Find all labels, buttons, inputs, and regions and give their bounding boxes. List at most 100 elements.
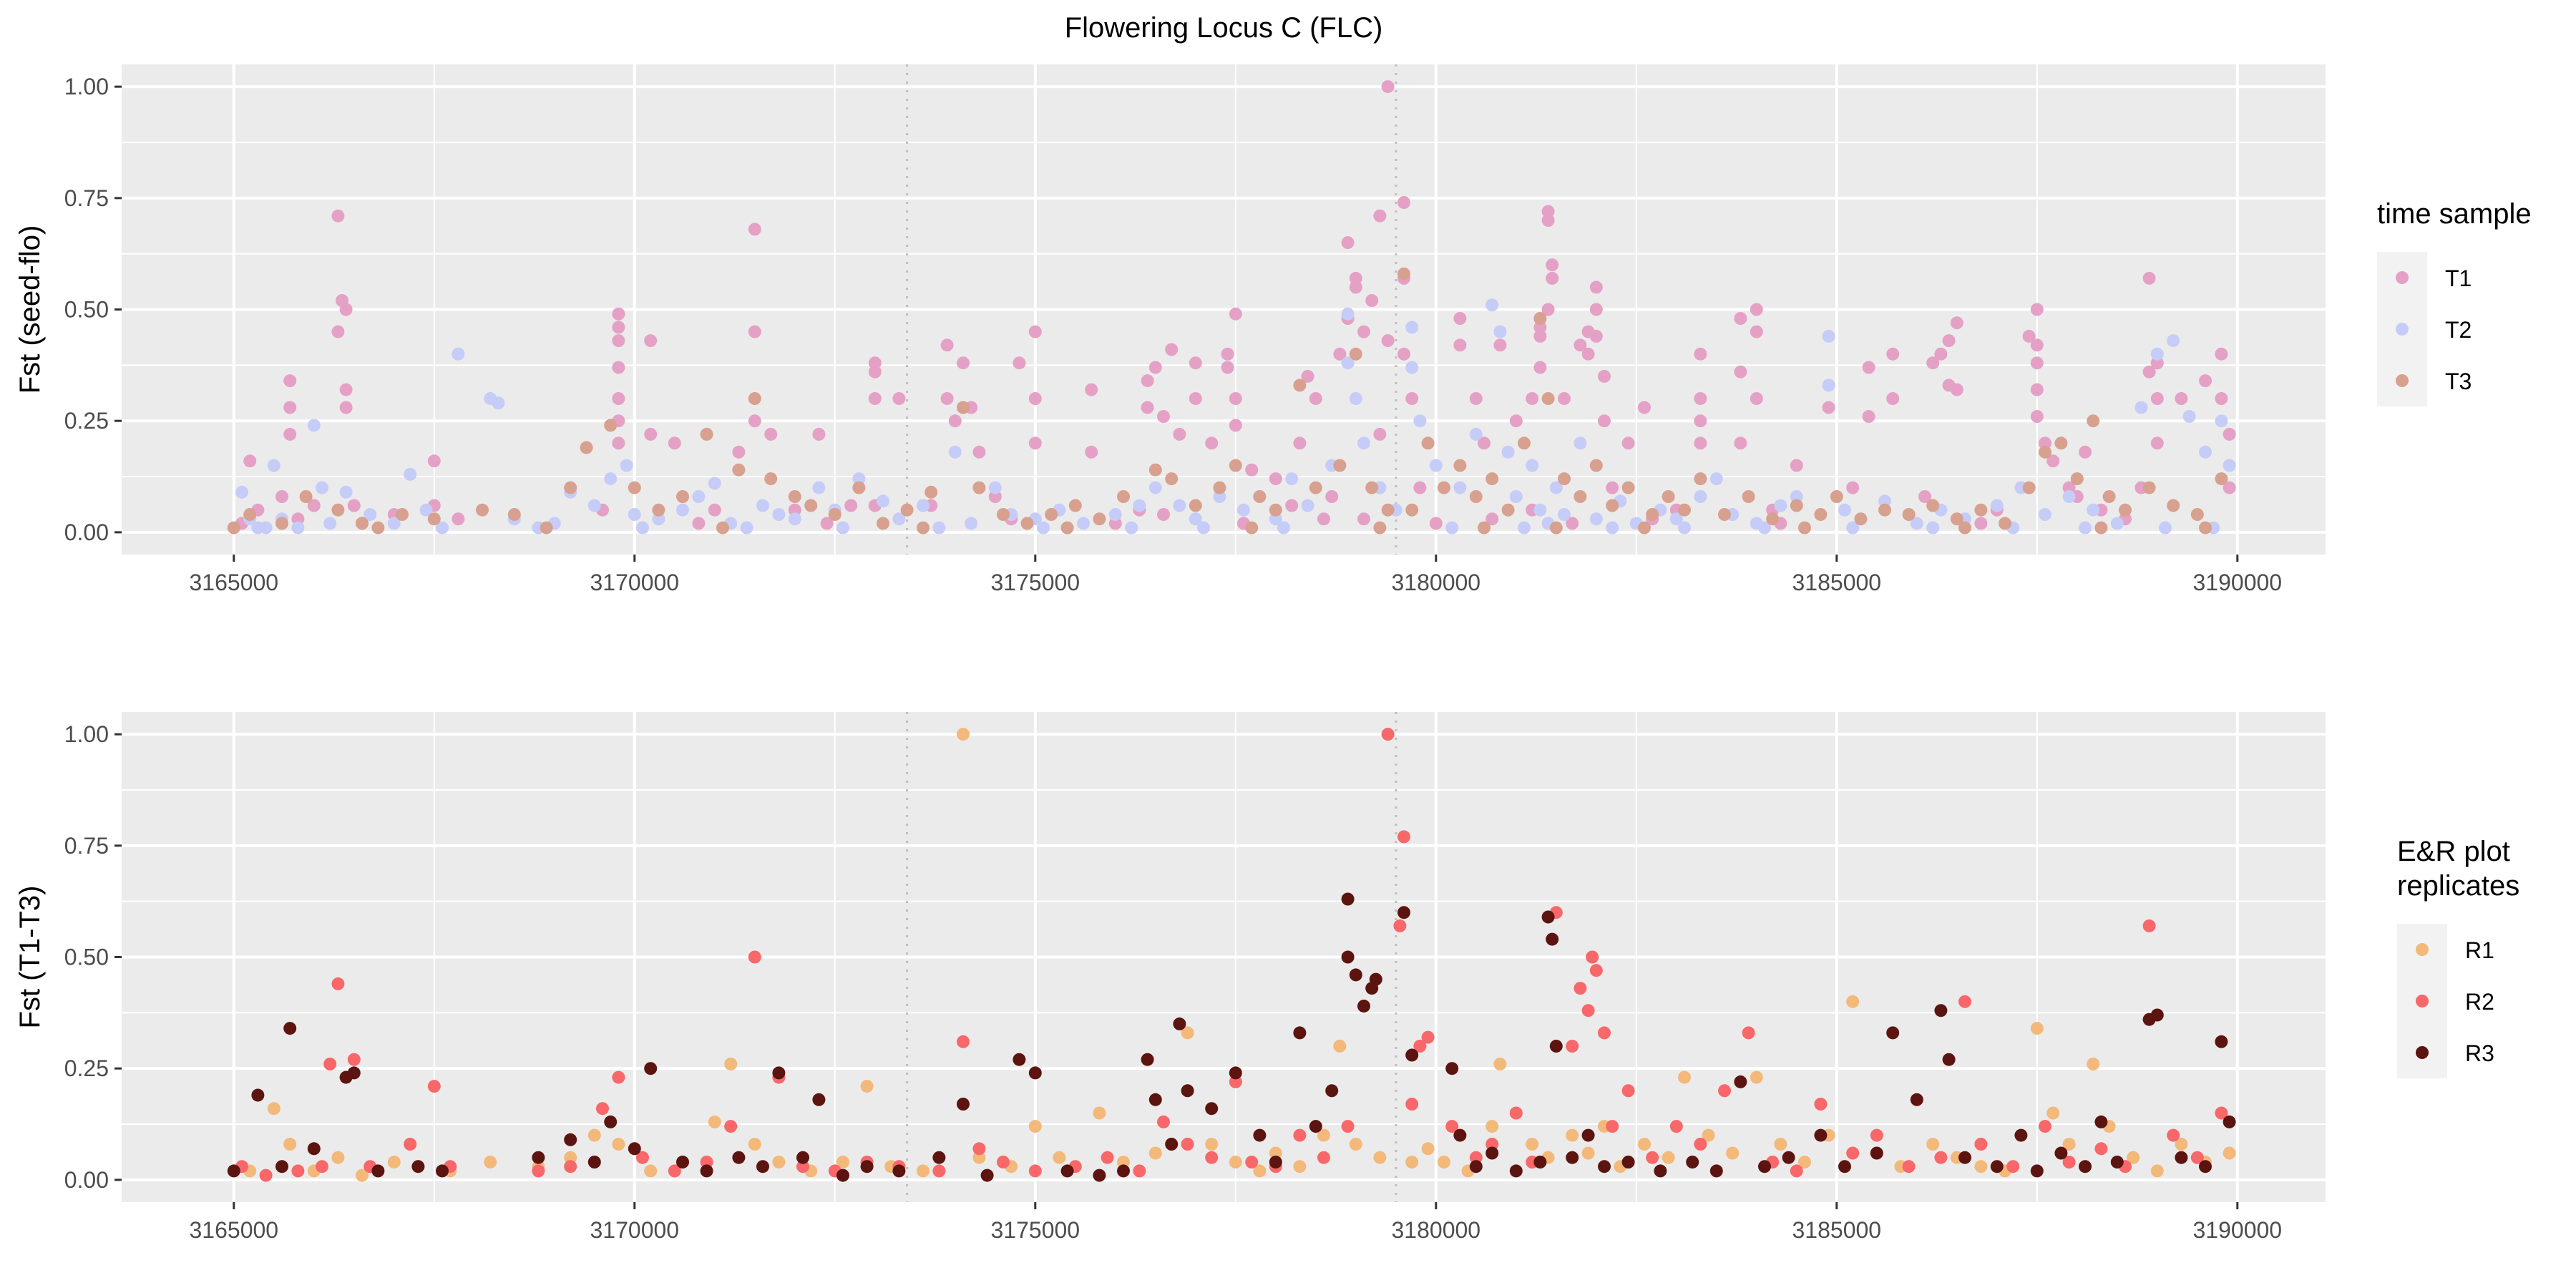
data-point-t3 <box>828 508 841 521</box>
data-point-t3 <box>1293 379 1307 392</box>
data-point-t3 <box>1999 517 2011 530</box>
data-point-r2 <box>2190 1151 2204 1164</box>
data-point-t2 <box>387 517 401 530</box>
data-point-t3 <box>331 503 345 517</box>
data-point-r1 <box>1028 1120 1042 1133</box>
data-point-r3 <box>587 1156 601 1169</box>
data-point-t3 <box>2087 414 2100 428</box>
data-point-t2 <box>1758 521 1771 535</box>
data-point-r1 <box>972 1151 986 1164</box>
data-point-t3 <box>900 503 914 517</box>
data-point-r3 <box>1942 1053 1956 1066</box>
data-point-t1 <box>2223 427 2236 441</box>
data-point-t1 <box>1734 436 1747 450</box>
data-point-t1 <box>668 436 681 450</box>
data-point-t1 <box>644 334 658 348</box>
data-point-t3 <box>1093 512 1106 526</box>
data-point-t3 <box>1020 517 1034 530</box>
data-point-t2 <box>2062 490 2076 503</box>
data-point-t1 <box>1373 427 1387 441</box>
data-point-t3 <box>628 481 641 494</box>
data-point-t3 <box>2102 490 2116 503</box>
data-point-t1 <box>339 383 353 396</box>
data-point-t3 <box>1421 436 1435 450</box>
data-point-r2 <box>1413 1040 1427 1053</box>
data-point-r3 <box>283 1022 297 1035</box>
data-point-t3 <box>1189 499 1202 512</box>
data-point-t1 <box>1533 329 1547 343</box>
data-point-t1 <box>1694 414 1707 428</box>
legend-label-t1: T1 <box>2445 265 2472 291</box>
data-point-t3 <box>1068 499 1082 512</box>
data-point-r2 <box>1445 1120 1459 1133</box>
data-point-t1 <box>1526 392 1539 405</box>
data-point-r1 <box>957 728 970 741</box>
data-point-r3 <box>932 1151 946 1164</box>
data-point-t1 <box>748 414 761 428</box>
data-point-r3 <box>1165 1138 1179 1151</box>
y-tick-label: 0.75 <box>64 833 109 859</box>
data-point-t3 <box>1662 490 1675 503</box>
data-point-r2 <box>1181 1138 1194 1151</box>
data-point-r2 <box>1485 1138 1499 1151</box>
data-point-t2 <box>1774 499 1787 512</box>
data-point-t1 <box>2223 481 2236 494</box>
data-point-r1 <box>1750 1070 1763 1084</box>
y-tick-label: 1.00 <box>64 721 109 747</box>
data-point-r3 <box>1734 1075 1747 1088</box>
data-point-t2 <box>2167 334 2180 348</box>
data-point-r3 <box>1453 1128 1467 1142</box>
data-point-t3 <box>2070 472 2084 486</box>
data-point-t2 <box>1133 499 1146 512</box>
data-point-t1 <box>812 427 826 441</box>
data-point-t1 <box>1509 414 1523 428</box>
data-point-t2 <box>1237 503 1250 517</box>
data-point-r3 <box>1469 1160 1483 1174</box>
data-point-r3 <box>411 1160 425 1174</box>
data-point-t1 <box>2215 392 2228 405</box>
data-point-t1 <box>1357 512 1370 526</box>
data-point-r1 <box>1373 1151 1387 1164</box>
data-point-t1 <box>2046 454 2060 468</box>
data-point-r3 <box>700 1164 713 1178</box>
data-point-r3 <box>980 1169 994 1182</box>
data-point-t2 <box>1838 503 1851 517</box>
data-point-t1 <box>283 401 297 414</box>
data-point-t1 <box>1373 209 1387 223</box>
data-point-r3 <box>1141 1053 1154 1066</box>
data-point-t1 <box>1341 236 1355 250</box>
data-point-t3 <box>564 481 577 494</box>
data-point-r2 <box>1669 1120 1683 1133</box>
data-point-r2 <box>1870 1128 1883 1142</box>
data-point-t1 <box>868 392 882 405</box>
data-point-r3 <box>628 1142 641 1156</box>
y-tick-label: 0.50 <box>64 945 109 970</box>
data-point-t1 <box>1790 459 1803 472</box>
data-point-r2 <box>972 1142 986 1156</box>
series-r1 <box>243 728 2236 1182</box>
data-point-r2 <box>2006 1160 2020 1174</box>
legend-key-t1 <box>2396 271 2409 284</box>
data-point-t1 <box>2039 436 2051 450</box>
data-point-r3 <box>2079 1160 2092 1174</box>
data-point-r1 <box>1485 1120 1499 1133</box>
data-point-t1 <box>1886 392 1900 405</box>
data-point-r1 <box>1638 1138 1651 1151</box>
data-point-r3 <box>1205 1102 1219 1116</box>
data-point-r2 <box>1621 1084 1635 1098</box>
data-point-t1 <box>1589 329 1603 343</box>
data-point-t1 <box>331 209 345 223</box>
data-point-t1 <box>940 338 954 352</box>
data-point-t3 <box>1958 521 1971 535</box>
data-point-t1 <box>1309 392 1322 405</box>
data-point-t3 <box>1253 490 1267 503</box>
x-tick-label: 3170000 <box>590 570 680 595</box>
data-point-t2 <box>1357 436 1370 450</box>
data-point-t2 <box>2135 401 2148 414</box>
data-point-r3 <box>644 1062 658 1075</box>
data-point-r3 <box>1758 1160 1771 1174</box>
data-point-t1 <box>1293 436 1307 450</box>
data-point-t2 <box>772 508 786 521</box>
data-point-r3 <box>1148 1093 1162 1106</box>
data-point-t2 <box>1574 436 1587 450</box>
